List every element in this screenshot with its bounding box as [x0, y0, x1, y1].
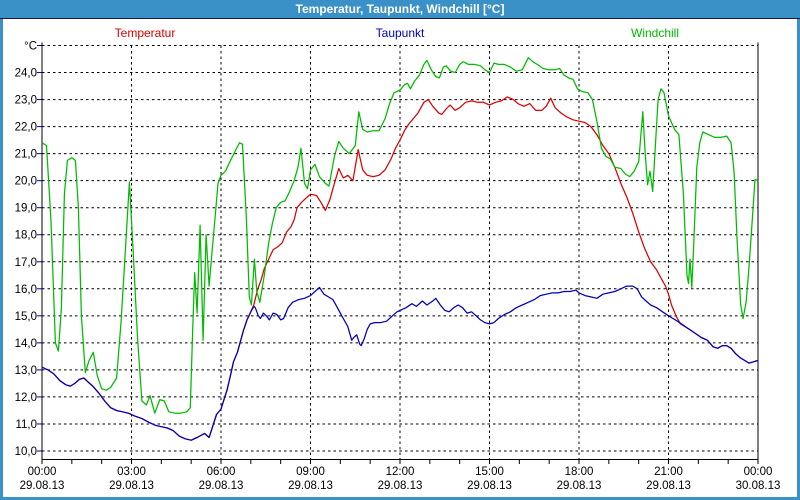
x-axis-time-label: 21:00: [654, 466, 683, 478]
x-axis-time-label: 03:00: [117, 466, 146, 478]
x-axis-date-label: 29.08.13: [199, 480, 244, 492]
chart-legend: Temperatur Taupunkt Windchill: [0, 26, 800, 40]
x-axis-date-label: 29.08.13: [109, 480, 154, 492]
y-axis-tick-label: 22,0: [15, 122, 37, 134]
x-axis-time-label: 06:00: [207, 466, 236, 478]
window-title: Temperatur, Taupunkt, Windchill [°C]: [295, 2, 505, 16]
x-axis-time-label: 09:00: [296, 466, 325, 478]
y-axis-tick-label: 13,0: [15, 365, 37, 377]
y-axis-tick-label: 15,0: [15, 311, 37, 323]
series-line-taupunkt: [41, 285, 759, 441]
x-axis-date-label: 30.08.13: [736, 480, 781, 492]
y-axis-tick-label: 14,0: [15, 338, 37, 350]
x-axis-date-label: 29.08.13: [467, 480, 512, 492]
x-axis-time-label: 00:00: [28, 466, 57, 478]
x-axis-time-label: 15:00: [475, 466, 504, 478]
x-axis-time-label: 12:00: [386, 466, 415, 478]
x-axis-date-label: 29.08.13: [20, 480, 65, 492]
window-title-bar: Temperatur, Taupunkt, Windchill [°C]: [0, 0, 800, 19]
y-axis-tick-label: 16,0: [15, 284, 37, 296]
y-axis-tick-label: 18,0: [15, 230, 37, 242]
y-axis-tick-label: 12,0: [15, 392, 37, 404]
y-axis-tick-label: 23,0: [15, 95, 37, 107]
y-axis-tick-label: 11,0: [15, 419, 37, 431]
y-axis-tick-label: 24,0: [15, 68, 37, 80]
legend-item-windchill: Windchill: [630, 26, 680, 40]
legend-item-temperatur: Temperatur: [114, 26, 176, 40]
x-axis-date-label: 29.08.13: [646, 480, 691, 492]
x-axis-date-label: 29.08.13: [378, 480, 423, 492]
x-axis-date-label: 29.08.13: [288, 480, 333, 492]
y-axis-tick-label: 19,0: [15, 203, 37, 215]
series-line-windchill: [41, 57, 759, 414]
y-axis-tick-label: 20,0: [15, 176, 37, 188]
x-axis-date-label: 29.08.13: [557, 480, 602, 492]
y-axis-tick-label: 10,0: [15, 446, 37, 458]
x-axis-time-label: 00:00: [744, 466, 773, 478]
legend-item-taupunkt: Taupunkt: [375, 26, 425, 40]
y-axis-tick-label: 17,0: [15, 257, 37, 269]
x-axis-time-label: 18:00: [565, 466, 594, 478]
y-axis-tick-label: 21,0: [15, 149, 37, 161]
y-axis-tick-label: °C: [24, 41, 37, 53]
